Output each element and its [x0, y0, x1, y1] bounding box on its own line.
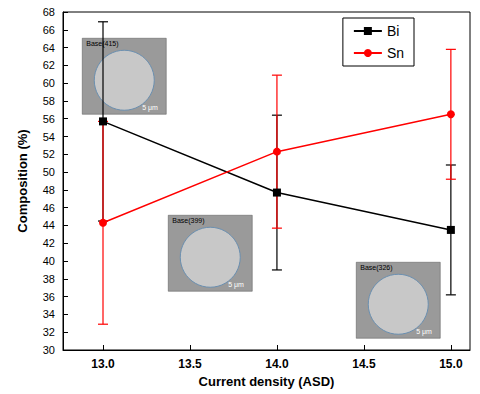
svg-text:36: 36: [43, 291, 55, 303]
svg-text:13.0: 13.0: [91, 357, 115, 371]
svg-text:66: 66: [43, 24, 55, 36]
svg-text:58: 58: [43, 95, 55, 107]
svg-text:Base(415): Base(415): [86, 40, 118, 48]
svg-text:34: 34: [43, 308, 55, 320]
svg-text:14.5: 14.5: [352, 357, 376, 371]
svg-text:Base(326): Base(326): [360, 264, 392, 272]
svg-text:5 μm: 5 μm: [228, 281, 244, 289]
svg-text:Bi: Bi: [387, 23, 399, 39]
svg-text:46: 46: [43, 202, 55, 214]
svg-text:56: 56: [43, 113, 55, 125]
svg-text:60: 60: [43, 77, 55, 89]
svg-text:42: 42: [43, 237, 55, 249]
svg-text:Current density (ASD): Current density (ASD): [199, 374, 335, 389]
svg-text:54: 54: [43, 131, 55, 143]
svg-text:Base(399): Base(399): [172, 217, 204, 225]
svg-text:44: 44: [43, 219, 55, 231]
svg-text:32: 32: [43, 326, 55, 338]
svg-text:Sn: Sn: [387, 45, 404, 61]
svg-text:5 μm: 5 μm: [142, 104, 158, 112]
svg-text:30: 30: [43, 344, 55, 356]
svg-text:64: 64: [43, 42, 55, 54]
svg-text:14.0: 14.0: [265, 357, 289, 371]
svg-text:Composition (%): Composition (%): [15, 129, 30, 232]
svg-text:38: 38: [43, 273, 55, 285]
svg-text:5 μm: 5 μm: [416, 328, 432, 336]
svg-text:68: 68: [43, 6, 55, 18]
svg-text:62: 62: [43, 59, 55, 71]
svg-text:40: 40: [43, 255, 55, 267]
svg-text:52: 52: [43, 148, 55, 160]
svg-text:13.5: 13.5: [178, 357, 202, 371]
svg-text:48: 48: [43, 184, 55, 196]
svg-text:15.0: 15.0: [439, 357, 463, 371]
svg-text:50: 50: [43, 166, 55, 178]
